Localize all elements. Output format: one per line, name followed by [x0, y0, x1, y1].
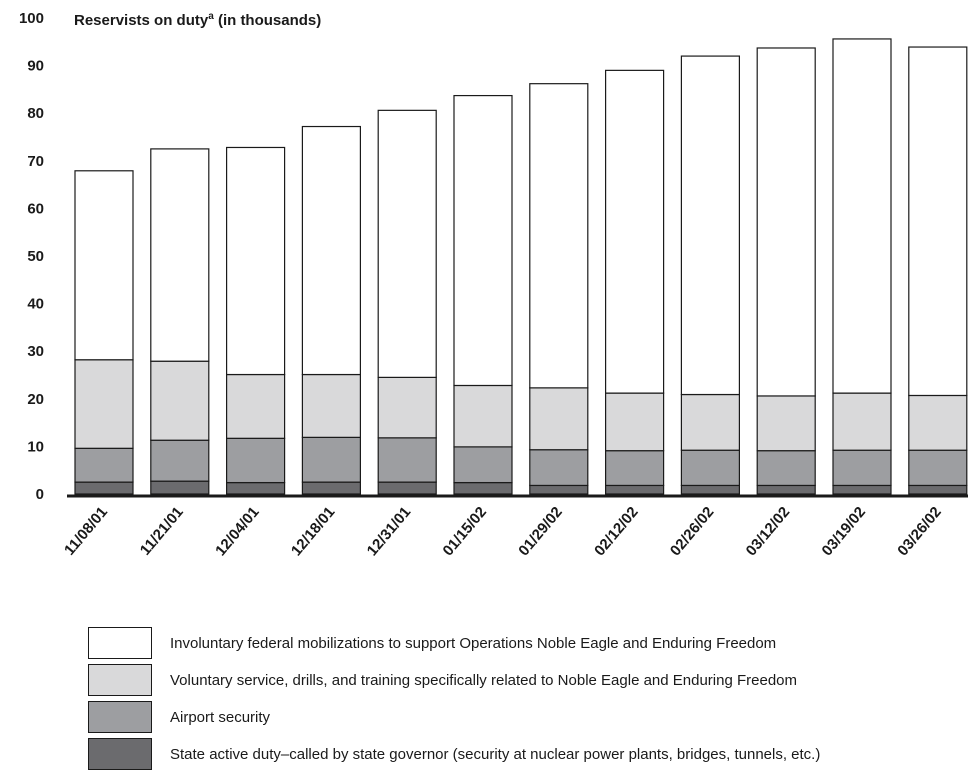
bar-segment: [832, 484, 892, 495]
bar-segment: [453, 446, 513, 484]
x-tick-label: 03/26/02: [894, 504, 945, 560]
bar-segment: [680, 484, 741, 495]
bar-segment: [908, 394, 968, 451]
y-tick-label: 80: [27, 105, 44, 122]
bar-segment: [680, 55, 741, 396]
y-tick-label: 0: [36, 486, 44, 503]
x-axis-tick-labels: 11/08/01 11/21/01 12/04/01 12/18/01 12/31/01…: [61, 504, 945, 560]
x-tick-label: 12/18/01: [288, 504, 339, 560]
bar-segment: [301, 481, 361, 495]
bar-series: [74, 38, 968, 495]
bar-segment: [453, 94, 513, 387]
legend-label: Airport security: [170, 709, 271, 726]
x-tick-label: 12/04/01: [212, 504, 263, 560]
x-tick-label: 03/12/02: [743, 504, 794, 560]
y-tick-label: 60: [27, 200, 44, 217]
bar-segment: [301, 125, 361, 376]
legend-label: State active duty–called by state govern…: [170, 746, 821, 763]
y-tick-label: 90: [27, 58, 44, 75]
bar-segment: [226, 481, 286, 495]
bar-segment: [74, 481, 134, 495]
bar-segment: [529, 484, 589, 495]
y-axis-ticks: 0 10 20 30 40 50 60 70 80 90 100: [19, 10, 44, 503]
stacked-bar-chart: Reservists on dutya (in thousands) 0 10 20…: [19, 10, 968, 560]
bar-segment: [908, 484, 968, 495]
y-tick-label: 50: [27, 248, 44, 265]
bar-segment: [604, 392, 665, 452]
x-tick-label: 01/29/02: [515, 504, 566, 560]
x-tick-label: 12/31/01: [364, 504, 415, 560]
legend-label: Voluntary service, drills, and training …: [170, 672, 798, 689]
legend: Involuntary federal mobilizations to sup…: [88, 627, 968, 775]
bar-segment: [377, 109, 437, 378]
bar-segment: [832, 392, 892, 451]
x-tick-label: 02/26/02: [667, 504, 718, 560]
y-tick-label: 40: [27, 296, 44, 313]
y-tick-label: 20: [27, 391, 44, 408]
y-tick-label: 30: [27, 343, 44, 360]
legend-item: Airport security: [88, 701, 968, 738]
bar-segment: [453, 384, 513, 448]
y-tick-label: 70: [27, 153, 44, 170]
bar-segment: [604, 69, 665, 394]
bar-segment: [226, 437, 286, 484]
bar-segment: [150, 360, 210, 441]
bar-segment: [756, 484, 816, 495]
bar-segment: [832, 38, 892, 394]
legend-swatch: [88, 701, 152, 733]
bar-segment: [908, 449, 968, 487]
bar-segment: [756, 450, 816, 487]
legend-item: State active duty–called by state govern…: [88, 738, 968, 775]
bar-segment: [908, 46, 968, 397]
x-tick-label: 01/15/02: [440, 504, 491, 560]
bar-segment: [756, 395, 816, 452]
x-tick-label: 11/08/01: [61, 504, 111, 559]
bar-segment: [529, 449, 589, 487]
legend-label: Involuntary federal mobilizations to sup…: [170, 635, 777, 652]
legend-item: Voluntary service, drills, and training …: [88, 664, 968, 701]
bar-segment: [604, 450, 665, 487]
legend-item: Involuntary federal mobilizations to sup…: [88, 627, 968, 664]
bar-segment: [680, 449, 741, 487]
bar-segment: [453, 481, 513, 495]
legend-swatch: [88, 738, 152, 770]
bar-segment: [150, 480, 210, 495]
x-tick-label: 11/21/01: [137, 504, 187, 559]
bar-segment: [301, 436, 361, 483]
bar-segment: [529, 83, 589, 389]
legend-swatch: [88, 627, 152, 659]
title-superscript: a: [208, 11, 214, 22]
bar-segment: [756, 47, 816, 397]
bar-segment: [680, 393, 741, 451]
legend-swatch: [88, 664, 152, 696]
bar-segment: [150, 148, 210, 362]
x-tick-label: 03/19/02: [819, 504, 870, 560]
bar-segment: [377, 437, 437, 483]
bar-segment: [226, 373, 286, 439]
bar-segment: [226, 146, 286, 376]
bar-segment: [74, 359, 134, 449]
bar-segment: [832, 449, 892, 487]
bar-segment: [377, 481, 437, 495]
bar-segment: [74, 447, 134, 483]
bar-segment: [74, 170, 134, 361]
y-axis-title: Reservists on dutya (in thousands): [74, 11, 321, 29]
x-tick-label: 02/12/02: [591, 504, 642, 560]
y-tick-label: 100: [19, 10, 44, 27]
bar-segment: [301, 373, 361, 438]
y-tick-label: 10: [27, 438, 44, 455]
bar-segment: [377, 376, 437, 439]
bar-segment: [604, 484, 665, 495]
bar-segment: [150, 439, 210, 482]
bar-segment: [529, 387, 589, 451]
